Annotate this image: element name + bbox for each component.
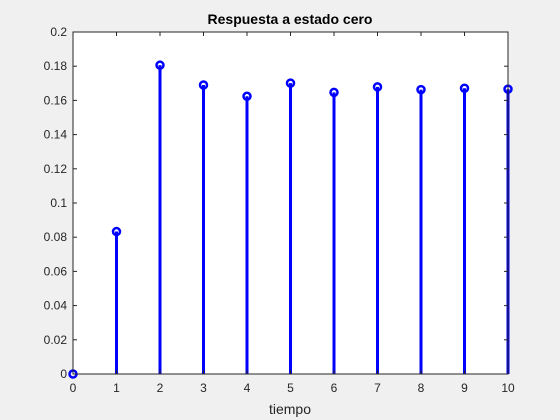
y-tick-label: 0 <box>60 367 67 381</box>
x-tick-label: 7 <box>374 381 381 395</box>
x-tick-label: 0 <box>70 381 77 395</box>
stem-marker <box>198 80 209 90</box>
y-tick-label: 0.04 <box>44 299 68 313</box>
stem-marker <box>242 91 252 102</box>
y-tick-label: 0.06 <box>44 264 68 278</box>
stem-marker <box>459 83 470 94</box>
stem-marker <box>372 82 383 92</box>
chart-title: Respuesta a estado cero <box>208 11 373 27</box>
stem-marker <box>111 226 122 237</box>
stem-marker <box>329 87 339 98</box>
y-tick-label: 0.14 <box>44 128 68 142</box>
stem-marker <box>285 78 296 88</box>
x-tick-label: 3 <box>200 381 207 395</box>
y-axis-ticks: 0 0.02 0.04 0.06 0.08 0.1 0.12 0.14 0.16 0.18 0.2 <box>44 25 508 381</box>
x-tick-label: 10 <box>501 381 515 395</box>
x-tick-label: 2 <box>157 381 164 395</box>
x-tick-label: 6 <box>331 381 338 395</box>
x-tick-label: 5 <box>287 381 294 395</box>
y-tick-label: 0.12 <box>44 162 68 176</box>
y-tick-label: 0.08 <box>44 230 68 244</box>
x-axis-label: tiempo <box>269 401 311 417</box>
x-tick-label: 4 <box>244 381 251 395</box>
x-tick-label: 1 <box>113 381 120 395</box>
x-axis-ticks: 0 1 2 3 4 5 6 7 8 9 10 <box>70 32 515 395</box>
y-tick-label: 0.16 <box>44 93 68 107</box>
y-tick-label: 0.2 <box>50 25 67 39</box>
y-tick-label: 0.18 <box>44 59 68 73</box>
stem-marker <box>416 84 426 95</box>
y-tick-label: 0.02 <box>44 333 68 347</box>
x-tick-label: 9 <box>461 381 468 395</box>
x-tick-label: 8 <box>418 381 425 395</box>
stem-marker <box>155 60 165 70</box>
y-tick-label: 0.1 <box>50 196 67 210</box>
